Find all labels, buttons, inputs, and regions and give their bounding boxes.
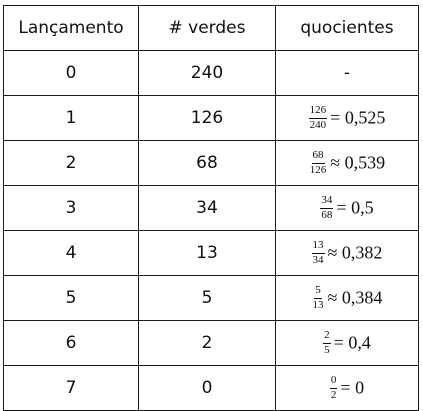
- quotient-cell: 34 68 = 0,5: [275, 185, 419, 231]
- quotient-value: ≈ 0,539: [330, 152, 386, 173]
- table-row: 6 2 2 5 = 0,4: [3, 320, 419, 366]
- quotient-value: = 0: [340, 377, 365, 398]
- quotient-value: = 0,525: [330, 107, 386, 128]
- quotient-cell: 68 126 ≈ 0,539: [275, 140, 419, 186]
- quotient-value: = 0,5: [336, 197, 374, 218]
- launch-cell: 6: [3, 320, 139, 366]
- table-row: 4 13 13 34 ≈ 0,382: [3, 230, 419, 276]
- table-row: 5 5 5 13 ≈ 0,384: [3, 275, 419, 321]
- green-count-cell: 13: [138, 230, 276, 276]
- green-count-cell: 34: [138, 185, 276, 231]
- fraction: 5 13: [312, 284, 325, 311]
- quotient-cell: 13 34 ≈ 0,382: [275, 230, 419, 276]
- fraction-denominator: 13: [312, 298, 324, 311]
- data-table: Lançamento # verdes quocientes 0 240 - 1…: [3, 5, 419, 411]
- fraction-denominator: 126: [309, 163, 327, 176]
- header-launch: Lançamento: [3, 5, 139, 51]
- quotient-value: ≈ 0,384: [327, 287, 383, 308]
- quotient-value: = 0,4: [333, 332, 371, 353]
- green-count-cell: 68: [138, 140, 276, 186]
- quotient-value: ≈ 0,382: [327, 242, 383, 263]
- fraction-numerator: 2: [323, 329, 331, 344]
- fraction: 2 5: [323, 329, 331, 356]
- header-green-count: # verdes: [138, 5, 276, 51]
- green-count-cell: 240: [138, 50, 276, 96]
- quotient-cell: 0 2 = 0: [275, 365, 419, 411]
- quotient-cell: 5 13 ≈ 0,384: [275, 275, 419, 321]
- quotient-cell: 2 5 = 0,4: [275, 320, 419, 366]
- table-row: 7 0 0 2 = 0: [3, 365, 419, 411]
- launch-cell: 3: [3, 185, 139, 231]
- quotient-cell: 126 240 = 0,525: [275, 95, 419, 141]
- header-row: Lançamento # verdes quocientes: [3, 5, 419, 51]
- green-count-cell: 5: [138, 275, 276, 321]
- launch-cell: 2: [3, 140, 139, 186]
- table-row: 1 126 126 240 = 0,525: [3, 95, 419, 141]
- fraction-numerator: 13: [311, 239, 325, 254]
- fraction: 34 68: [320, 194, 334, 221]
- fraction-numerator: 34: [320, 194, 334, 209]
- launch-cell: 7: [3, 365, 139, 411]
- green-count-cell: 126: [138, 95, 276, 141]
- table-row: 3 34 34 68 = 0,5: [3, 185, 419, 231]
- fraction: 13 34: [311, 239, 325, 266]
- launch-cell: 5: [3, 275, 139, 321]
- fraction: 126 240: [308, 104, 328, 131]
- fraction-numerator: 68: [311, 149, 325, 164]
- fraction-denominator: 240: [309, 118, 327, 131]
- fraction-numerator: 126: [308, 104, 328, 119]
- fraction: 68 126: [309, 149, 328, 176]
- launch-cell: 1: [3, 95, 139, 141]
- fraction-denominator: 34: [312, 253, 324, 266]
- table-row: 0 240 -: [3, 50, 419, 96]
- table-row: 2 68 68 126 ≈ 0,539: [3, 140, 419, 186]
- fraction-denominator: 2: [330, 388, 337, 401]
- fraction-denominator: 5: [324, 343, 330, 356]
- fraction-denominator: 68: [321, 208, 333, 221]
- launch-cell: 0: [3, 50, 139, 96]
- fraction: 0 2: [329, 374, 338, 401]
- header-quotients: quocientes: [275, 5, 419, 51]
- green-count-cell: 2: [138, 320, 276, 366]
- green-count-cell: 0: [138, 365, 276, 411]
- launch-cell: 4: [3, 230, 139, 276]
- quotient-cell: -: [275, 50, 419, 96]
- fraction-numerator: 0: [329, 374, 338, 389]
- fraction-numerator: 5: [314, 284, 322, 299]
